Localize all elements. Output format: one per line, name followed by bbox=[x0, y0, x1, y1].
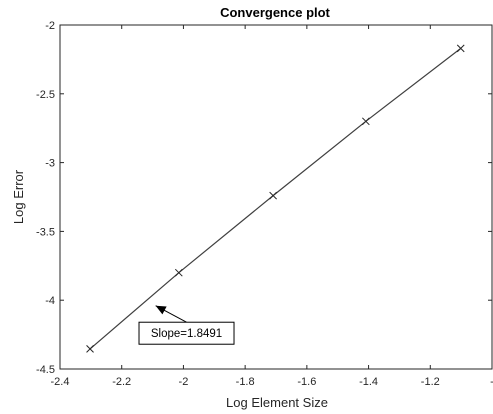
data-point bbox=[174, 268, 183, 277]
plot-area bbox=[59, 24, 493, 370]
x-tick-label: -1.8 bbox=[236, 376, 255, 388]
chart-title: Convergence plot bbox=[220, 5, 330, 20]
marker-stroke bbox=[362, 117, 370, 126]
annotation-arrow-head bbox=[155, 305, 167, 315]
x-tick-label: -2.2 bbox=[112, 376, 131, 388]
y-axis-label: Log Error bbox=[11, 169, 26, 224]
x-axis-label: Log Element Size bbox=[226, 395, 328, 410]
series-layer bbox=[86, 44, 465, 353]
x-tick-label: - bbox=[490, 376, 493, 388]
annotation-text: Slope=1.8491 bbox=[151, 328, 222, 340]
x-tick-label: -1.2 bbox=[421, 376, 440, 388]
x-tick-label: -1.6 bbox=[297, 376, 316, 388]
annotation-box bbox=[138, 321, 235, 345]
data-point bbox=[362, 117, 370, 126]
x-tick-label: -1.4 bbox=[359, 376, 378, 388]
marker-stroke bbox=[174, 268, 183, 277]
x-tick-label: -2 bbox=[179, 376, 189, 388]
y-tick-label: -3.5 bbox=[36, 226, 55, 238]
data-point bbox=[86, 345, 94, 353]
data-point bbox=[269, 191, 277, 200]
y-tick-label: -4 bbox=[45, 295, 55, 307]
marker-stroke bbox=[456, 44, 465, 53]
y-axis: -4.5 -4 -3.5 -3 -2.5 -2 bbox=[36, 20, 492, 376]
y-tick-label: -2.5 bbox=[36, 89, 55, 101]
y-tick-label: -4.5 bbox=[36, 364, 55, 376]
marker-stroke bbox=[86, 345, 94, 353]
slope-annotation: Slope=1.8491 bbox=[138, 305, 235, 345]
marker-stroke bbox=[269, 191, 277, 200]
data-point bbox=[456, 44, 465, 53]
y-tick-label: -2 bbox=[45, 20, 55, 32]
y-tick-label: -3 bbox=[45, 158, 55, 170]
x-tick-label: -2.4 bbox=[51, 376, 70, 388]
x-axis: -2.4 -2.2 -2 -1.8 -1.6 -1.4 -1.2 - bbox=[51, 25, 493, 388]
